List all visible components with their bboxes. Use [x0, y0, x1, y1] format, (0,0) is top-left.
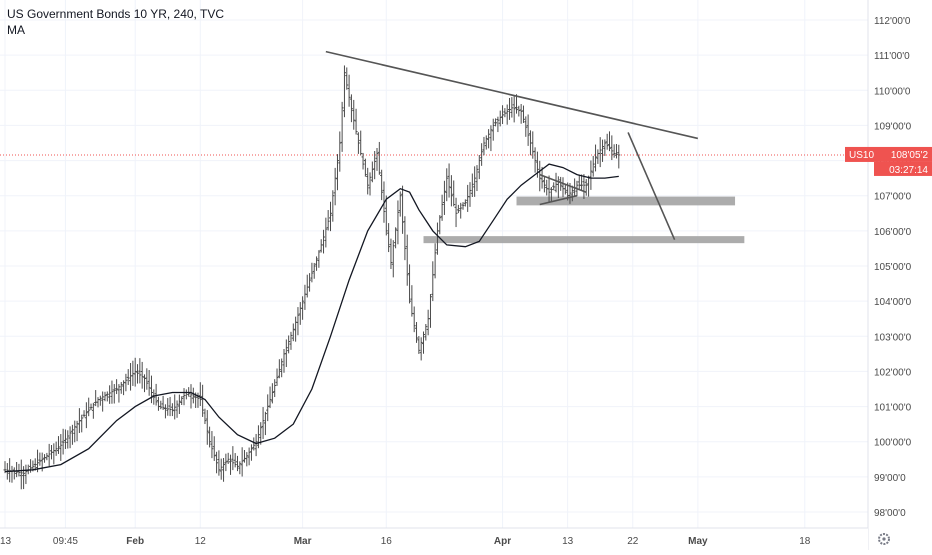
- y-tick-label: 102'00'0: [874, 367, 912, 378]
- x-tick-label: Mar: [294, 536, 312, 547]
- y-tick-label: 111'00'0: [874, 51, 910, 62]
- trendline: [539, 194, 578, 206]
- support-zone: [516, 196, 736, 206]
- support-zone: [423, 236, 745, 244]
- price-badge: US10 108'05'2 03:27:14: [845, 146, 932, 176]
- x-tick-label: 13: [0, 536, 12, 547]
- trendlines: [325, 50, 699, 240]
- x-tick-label: Apr: [494, 536, 511, 547]
- x-tick-label: 12: [195, 536, 207, 547]
- price-badge-value: 108'05'2: [891, 150, 929, 161]
- y-tick-label: 105'00'0: [874, 262, 912, 273]
- x-tick-label: 18: [799, 536, 811, 547]
- y-tick-label: 103'00'0: [874, 332, 912, 343]
- x-tick-label: May: [688, 536, 708, 547]
- x-tick-label: Feb: [126, 536, 144, 547]
- chart-title: US Government Bonds 10 YR, 240, TVC: [7, 7, 225, 21]
- y-tick-label: 99'00'0: [874, 473, 906, 484]
- y-tick-label: 110'00'0: [874, 86, 911, 97]
- price-badge-symbol: US10: [849, 150, 874, 161]
- price-badge-bg: [845, 146, 932, 162]
- x-tick-label: 22: [627, 536, 639, 547]
- chart-legend: US Government Bonds 10 YR, 240, TVC MA: [7, 6, 224, 38]
- gear-icon-hub: [882, 537, 886, 541]
- y-tick-label: 109'00'0: [874, 121, 912, 132]
- gear-icon-ring: [878, 533, 890, 545]
- x-axis[interactable]: 13 09:45 Feb 12 Mar 16 Apr 13 22 May 18: [0, 527, 868, 550]
- x-tick-label: 16: [381, 536, 393, 547]
- support-zones: [423, 196, 745, 244]
- y-tick-label: 100'00'0: [874, 438, 912, 449]
- countdown-bg: [874, 161, 932, 176]
- grid: [0, 0, 868, 528]
- countdown-timer: 03:27:14: [889, 165, 928, 176]
- y-tick-label: 104'00'0: [874, 297, 912, 308]
- price-bars: [3, 65, 621, 490]
- x-tick-label: 13: [562, 536, 574, 547]
- x-tick-label: 09:45: [53, 536, 78, 547]
- y-tick-label: 106'00'0: [874, 227, 912, 238]
- ma-line: [4, 163, 619, 473]
- y-tick-label: 112'00'0: [874, 16, 911, 27]
- trendline: [539, 173, 587, 193]
- y-tick-label: 101'00'0: [874, 403, 912, 414]
- y-axis[interactable]: 98'00'0 99'00'0 100'00'0 101'00'0 102'00'0 10…: [867, 0, 932, 550]
- indicator-label: MA: [7, 23, 25, 37]
- trendline: [325, 50, 699, 140]
- trendline: [627, 132, 676, 240]
- y-tick-label: 98'00'0: [874, 508, 906, 519]
- settings-gear-icon[interactable]: [878, 533, 890, 545]
- y-tick-label: 107'00'0: [874, 192, 912, 203]
- y-axis-bg: [868, 0, 932, 550]
- x-axis-bg: [0, 528, 868, 550]
